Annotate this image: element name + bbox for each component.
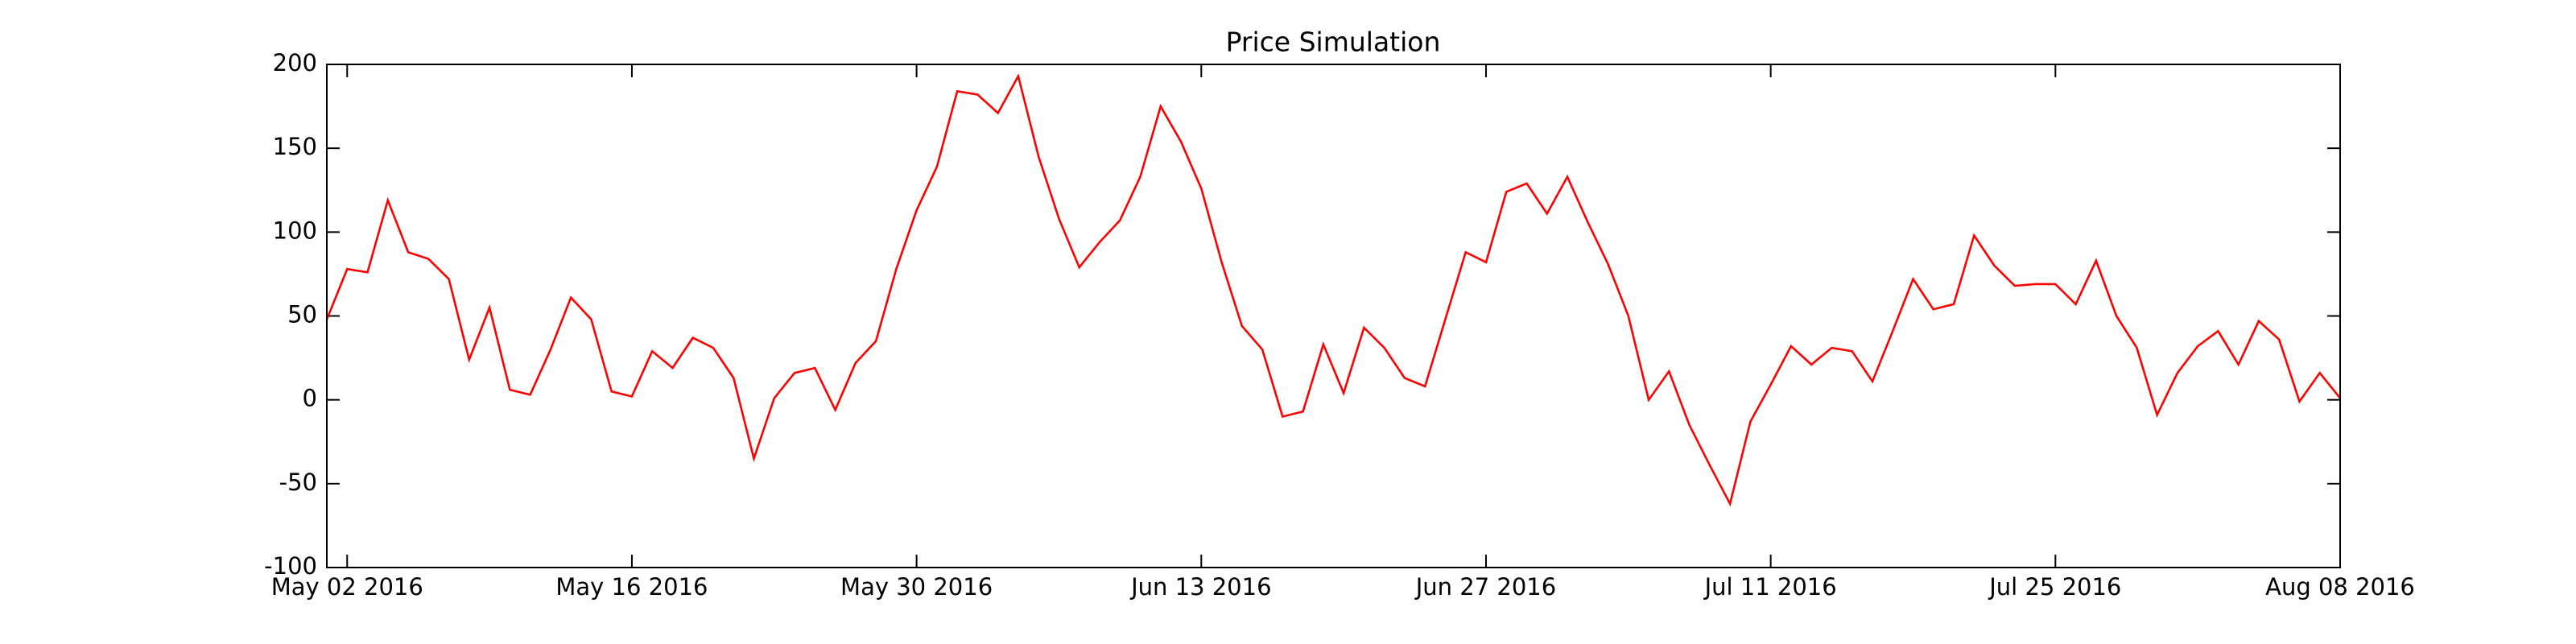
y-tick-label: 200 — [273, 49, 317, 76]
plot-frame — [326, 64, 2341, 568]
x-tick-label: Jul 25 2016 — [1988, 573, 2121, 601]
y-tick-label: -100 — [264, 552, 317, 580]
x-tick-label: Jul 11 2016 — [1703, 573, 1837, 601]
x-tick-label: May 16 2016 — [555, 573, 708, 601]
x-tick-label: May 30 2016 — [840, 573, 993, 601]
y-tick-label: 100 — [273, 217, 317, 244]
y-tick-label: 50 — [287, 301, 317, 328]
chart-title: Price Simulation — [1226, 27, 1441, 58]
y-tick-label: 150 — [273, 133, 317, 160]
price-line — [325, 73, 2342, 507]
y-tick-label: -50 — [279, 469, 317, 496]
x-tick-label: Jun 13 2016 — [1129, 573, 1271, 601]
x-tick-label: May 02 2016 — [271, 573, 423, 601]
x-tick-label: Aug 08 2016 — [2265, 573, 2415, 601]
x-tick-label: Jun 27 2016 — [1414, 573, 1556, 601]
y-tick-label: 0 — [303, 385, 317, 412]
